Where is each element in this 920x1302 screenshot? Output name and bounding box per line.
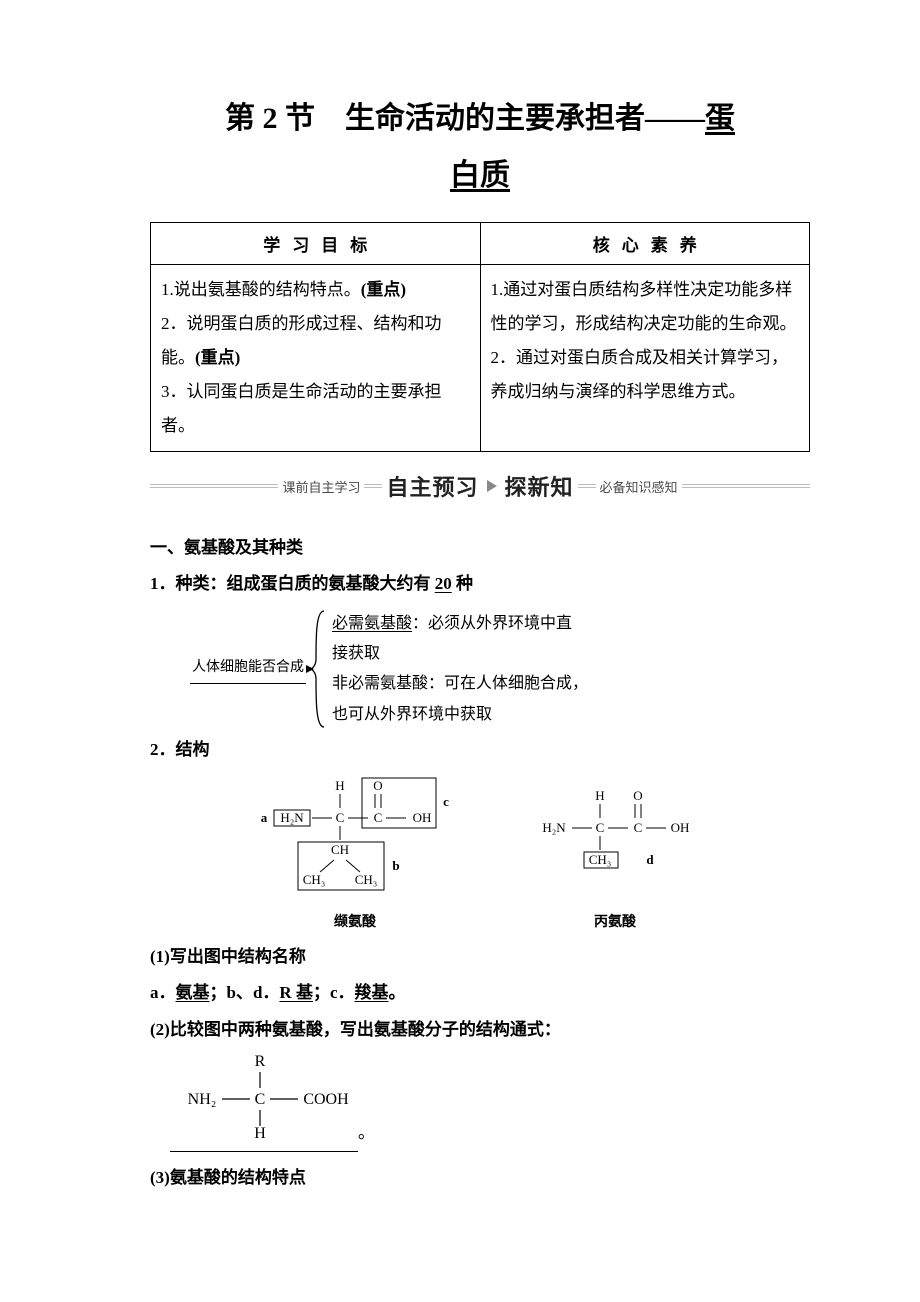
q1a-ul: 氨基: [176, 983, 210, 1002]
atom-c2: C: [374, 810, 383, 825]
section-1: 一、氨基酸及其种类 1．种类：组成蛋白质的氨基酸大约有 20 种 人体细胞能否合…: [150, 532, 810, 1195]
q1a-pre: a．: [150, 983, 176, 1002]
s-H: H: [254, 1125, 266, 1138]
atom-oh: OH: [671, 820, 690, 835]
types-label: 人体细胞能否合成: [190, 655, 306, 685]
atom-ch3l: CH₃: [303, 872, 326, 887]
struct-end: 。: [358, 1123, 375, 1142]
sp1-prefix: 1．种类：组成蛋白质的氨基酸大约有: [150, 574, 435, 593]
goals-header-left: 学习目标: [151, 223, 481, 265]
atom-h2n: H₂N: [542, 820, 566, 835]
types-line2: 接获取: [332, 639, 588, 669]
title-line2: 白质: [450, 159, 510, 192]
types-diagram: 人体细胞能否合成 必需氨基酸：必须从外界环境中直 接获取 非必需氨基酸：可在人体…: [190, 609, 810, 731]
atom-h2n: H₂N: [280, 810, 304, 825]
goals-left-1b: (重点): [361, 280, 406, 299]
chem-left: H C H₂N a C OH O: [250, 776, 460, 937]
s-COOH: COOH: [303, 1091, 349, 1108]
q3: (3)氨基酸的结构特点: [150, 1162, 810, 1194]
label-c: c: [443, 794, 449, 809]
chem-structures: H C H₂N a C OH O: [150, 776, 810, 937]
types-l1a: 必需氨基酸: [332, 615, 412, 632]
divider-line-right: [682, 484, 810, 488]
atom-c: C: [596, 820, 605, 835]
atom-c: C: [336, 810, 345, 825]
types-line4: 也可从外界环境中获取: [332, 700, 588, 730]
atom-ch3: CH₃: [589, 852, 612, 867]
label-d: d: [646, 852, 654, 867]
q1: (1)写出图中结构名称: [150, 941, 810, 973]
goals-left-3: 3．认同蛋白质是生命活动的主要承担者。: [161, 382, 442, 435]
sp1-ul: 20: [435, 574, 452, 593]
section1-sp1: 1．种类：组成蛋白质的氨基酸大约有 20 种: [150, 568, 810, 600]
atom-o: O: [373, 778, 382, 793]
goals-left-1a: 1.说出氨基酸的结构特点。: [161, 280, 361, 299]
q2: (2)比较图中两种氨基酸，写出氨基酸分子的结构通式：: [150, 1014, 810, 1046]
atom-c2: C: [634, 820, 643, 835]
q1c-pre: ；c．: [313, 983, 355, 1002]
goals-right-2: 2．通过对蛋白质合成及相关计算学习，养成归纳与演绎的科学思维方式。: [491, 348, 789, 401]
chem-left-name: 缬氨酸: [250, 910, 460, 937]
title-line1-dash: ——: [645, 102, 705, 135]
types-lines: 必需氨基酸：必须从外界环境中直 接获取 非必需氨基酸：可在人体细胞合成， 也可从…: [328, 609, 588, 731]
atom-ch: CH: [331, 842, 349, 857]
divider-line-left: [150, 484, 278, 488]
atom-o: O: [633, 788, 642, 803]
chem-right: H C H₂N C OH O CH₃: [520, 776, 710, 937]
s-R: R: [255, 1053, 266, 1070]
section1-heading: 一、氨基酸及其种类: [150, 532, 810, 564]
goals-header-right: 核心素养: [480, 223, 810, 265]
atom-h: H: [595, 788, 604, 803]
alanine-structure-icon: H C H₂N C OH O CH₃: [520, 776, 710, 906]
goals-table: 学习目标 核心素养 1.说出氨基酸的结构特点。(重点) 2．说明蛋白质的形成过程…: [150, 222, 810, 452]
page: 第 2 节 生命活动的主要承担者——蛋 白质 学习目标 核心素养 1.说出氨基酸…: [0, 0, 920, 1259]
q1-mid: ；b、d．: [210, 983, 280, 1002]
label-a: a: [261, 810, 268, 825]
types-line3: 非必需氨基酸：可在人体细胞合成，: [332, 669, 588, 699]
types-l1b: ：必须从外界环境中直: [412, 615, 572, 632]
goals-right-cell: 1.通过对蛋白质结构多样性决定功能多样性的学习，形成结构决定功能的生命观。 2．…: [480, 265, 810, 452]
types-line1: 必需氨基酸：必须从外界环境中直: [332, 609, 588, 639]
atom-oh: OH: [413, 810, 432, 825]
valine-structure-icon: H C H₂N a C OH O: [250, 776, 460, 906]
title-line1-suffix: 蛋: [705, 102, 735, 135]
goals-left-2b: (重点): [195, 348, 240, 367]
q1-answer: a．氨基；b、d．R 基；c．羧基。: [150, 977, 810, 1009]
s-C: C: [255, 1091, 266, 1108]
divider-line-gap2: [578, 484, 596, 488]
section-divider: 课前自主学习 自主预习 探新知 必备知识感知: [150, 470, 810, 502]
divider-main-right: 探新知: [505, 470, 574, 502]
struct-underlined: R C NH₂ COOH H: [170, 1052, 358, 1152]
chem-right-name: 丙氨酸: [520, 910, 710, 937]
section1-sp2: 2．结构: [150, 734, 810, 766]
structural-formula: R C NH₂ COOH H 。: [170, 1052, 810, 1152]
title-line1-prefix: 第 2 节 生命活动的主要承担者: [225, 102, 645, 135]
divider-line-gap1: [364, 484, 382, 488]
table-header-row: 学习目标 核心素养: [151, 223, 810, 265]
goals-right-1: 1.通过对蛋白质结构多样性决定功能多样性的学习，形成结构决定功能的生命观。: [491, 280, 797, 333]
page-title: 第 2 节 生命活动的主要承担者——蛋 白质: [150, 90, 810, 204]
q1-end: 。: [389, 983, 406, 1002]
atom-h: H: [335, 778, 344, 793]
arrow-right-icon: [487, 480, 497, 492]
generic-amino-acid-icon: R C NH₂ COOH H: [174, 1052, 354, 1138]
divider-small-right: 必备知识感知: [600, 477, 678, 496]
divider-main-left: 自主预习: [386, 470, 478, 502]
atom-ch3r: CH₃: [355, 872, 378, 887]
table-row: 1.说出氨基酸的结构特点。(重点) 2．说明蛋白质的形成过程、结构和功能。(重点…: [151, 265, 810, 452]
s-NH2: NH₂: [188, 1091, 217, 1108]
sp1-suffix: 种: [452, 574, 473, 593]
q1bd-ul: R 基: [279, 983, 313, 1002]
label-b: b: [392, 858, 399, 873]
q1c-ul: 羧基: [355, 983, 389, 1002]
goals-left-cell: 1.说出氨基酸的结构特点。(重点) 2．说明蛋白质的形成过程、结构和功能。(重点…: [151, 265, 481, 452]
divider-small-left: 课前自主学习: [282, 477, 360, 496]
